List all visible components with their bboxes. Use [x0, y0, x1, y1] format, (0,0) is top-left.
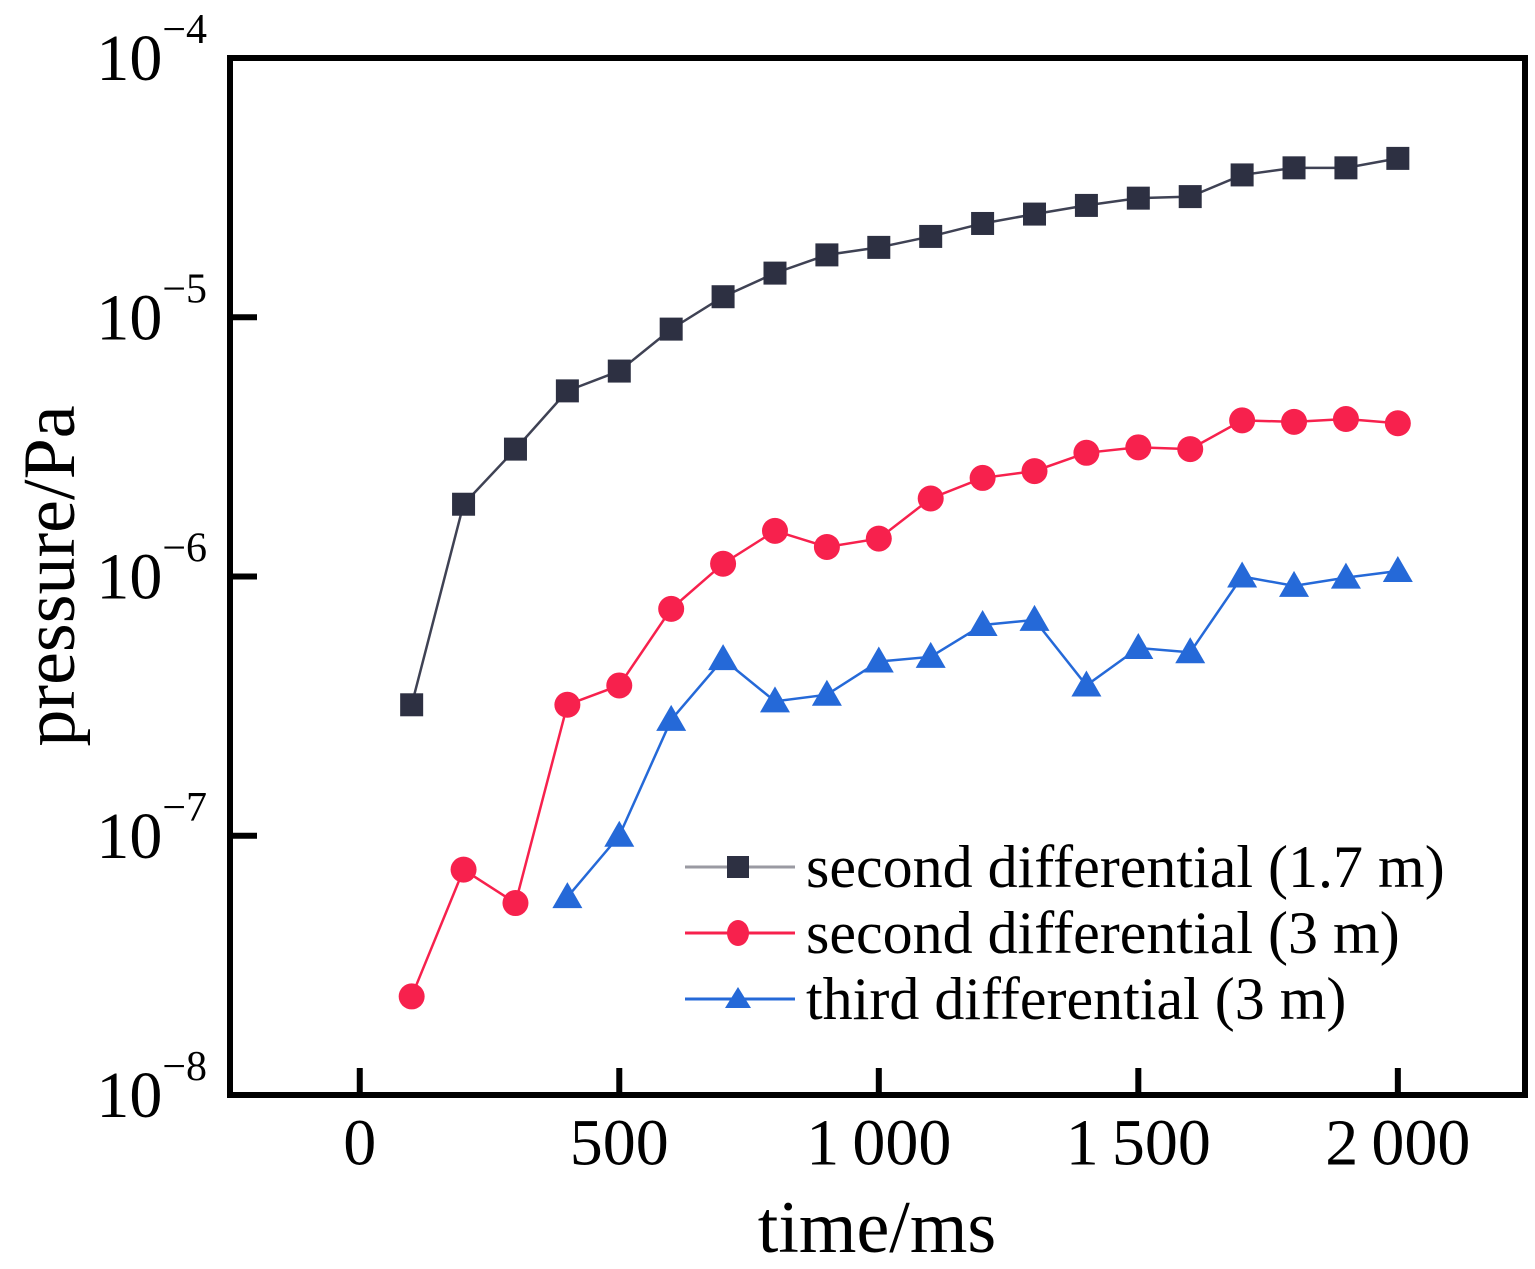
legend-item-1: second differential (1.7 m)	[685, 834, 1445, 900]
plot-area	[227, 55, 1528, 1098]
y-axis-tick-labels: 10−4 10−5 10−6 10−7 10−8	[96, 7, 207, 1132]
data-point-square	[1230, 163, 1254, 187]
x-axis-ticks	[356, 1068, 1401, 1094]
series-line	[410, 157, 1399, 706]
data-point-triangle	[1175, 637, 1206, 664]
legend: second differential (1.7 m)second differ…	[685, 834, 1445, 1032]
data-point-circle	[865, 525, 892, 552]
data-point-square	[1282, 156, 1306, 180]
data-point-square	[659, 317, 683, 341]
data-point-triangle	[656, 704, 687, 731]
x-tick-label: 500	[570, 1107, 669, 1180]
data-point-square	[1178, 185, 1202, 209]
data-point-circle	[813, 533, 840, 560]
data-point-square	[1334, 156, 1358, 180]
data-point-square	[711, 285, 735, 309]
legend-label: second differential (1.7 m)	[806, 834, 1445, 900]
data-point-square	[555, 379, 579, 403]
data-point-triangle	[1227, 561, 1258, 588]
x-tick-label: 1 500	[1066, 1107, 1211, 1180]
y-tick-label: 10−5	[96, 266, 207, 354]
data-point-triangle	[915, 641, 946, 668]
data-point-circle	[761, 517, 788, 544]
data-point-circle	[1177, 436, 1204, 463]
data-point-triangle	[708, 644, 739, 671]
data-point-circle	[398, 983, 425, 1010]
x-tick-label: 1 000	[806, 1107, 951, 1180]
data-point-circle	[1073, 439, 1100, 466]
data-point-square	[815, 243, 839, 267]
data-point-triangle	[1123, 632, 1154, 659]
data-point-triangle	[759, 686, 790, 713]
data-point-square	[1386, 146, 1410, 170]
series-1	[400, 146, 1410, 717]
data-point-square	[919, 224, 943, 248]
data-point-square	[400, 693, 424, 717]
data-point-triangle	[1382, 556, 1413, 583]
data-point-circle	[606, 672, 633, 699]
data-point-circle	[1384, 410, 1411, 437]
data-point-square	[1023, 202, 1047, 226]
legend-triangle-marker	[725, 987, 751, 1008]
y-axis-ticks	[231, 55, 257, 1098]
data-point-square	[607, 359, 631, 383]
data-point-square	[503, 437, 527, 461]
data-point-triangle	[1019, 604, 1050, 631]
data-point-circle	[1281, 408, 1308, 435]
data-point-circle	[710, 550, 737, 577]
data-point-circle	[1021, 458, 1048, 485]
series-layer	[398, 146, 1413, 1010]
legend-circle-marker	[727, 920, 749, 946]
data-point-square	[1126, 186, 1150, 210]
data-point-triangle	[1071, 670, 1102, 697]
data-point-triangle	[967, 610, 998, 637]
x-tick-label: 0	[343, 1107, 376, 1180]
data-point-circle	[917, 485, 944, 512]
data-point-triangle	[1279, 570, 1310, 597]
y-tick-label: 10−8	[96, 1044, 207, 1132]
series-2	[398, 406, 1411, 1010]
x-axis-title: time/ms	[758, 1187, 996, 1269]
data-point-circle	[1332, 406, 1359, 433]
data-point-circle	[554, 691, 581, 718]
legend-label: second differential (3 m)	[806, 900, 1400, 966]
data-point-triangle	[811, 679, 842, 706]
legend-item-3: third differential (3 m)	[685, 966, 1346, 1032]
x-tick-label: 2 000	[1325, 1107, 1470, 1180]
y-tick-label: 10−6	[96, 526, 207, 614]
data-point-circle	[969, 464, 996, 491]
data-point-circle	[1125, 434, 1152, 461]
data-point-circle	[502, 890, 529, 917]
data-point-triangle	[863, 646, 894, 673]
legend-item-2: second differential (3 m)	[685, 900, 1400, 966]
data-point-triangle	[604, 820, 635, 847]
data-point-square	[452, 492, 476, 516]
y-axis-title: pressure/Pa	[9, 405, 91, 746]
data-point-circle	[1229, 407, 1256, 434]
data-point-square	[763, 261, 787, 285]
data-point-square	[971, 211, 995, 235]
data-point-triangle	[1330, 562, 1361, 589]
y-tick-label: 10−4	[96, 7, 207, 95]
data-point-triangle	[552, 882, 583, 909]
data-point-circle	[658, 595, 685, 622]
data-point-square	[1074, 193, 1098, 217]
x-axis-tick-labels: 0 500 1 000 1 500 2 000	[343, 1107, 1470, 1180]
legend-label: third differential (3 m)	[806, 966, 1346, 1032]
legend-square-marker	[727, 856, 749, 878]
data-point-square	[867, 235, 891, 259]
y-tick-label: 10−7	[96, 785, 207, 873]
series-3	[552, 556, 1413, 909]
data-point-circle	[450, 856, 477, 883]
plot-frame-border	[227, 55, 1528, 1098]
